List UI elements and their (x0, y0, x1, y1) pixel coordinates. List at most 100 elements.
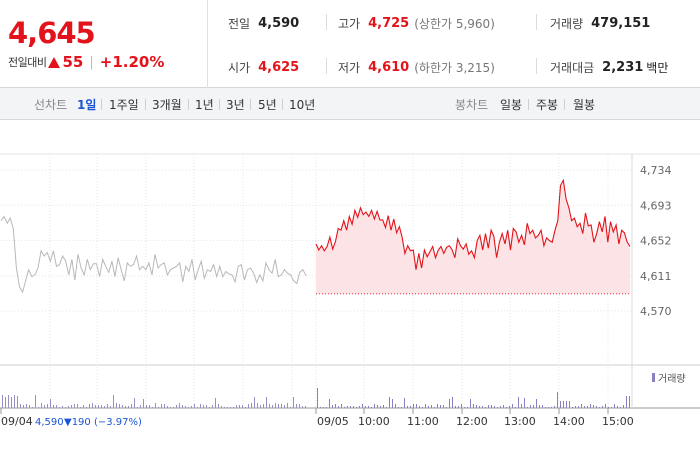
volume-bar (536, 399, 537, 408)
period-3y[interactable]: 3년 (226, 98, 245, 112)
volume-bar (44, 405, 45, 408)
volume-bar (128, 406, 129, 408)
volume-bar (281, 404, 282, 408)
lower-limit: (하한가 3,215) (414, 61, 495, 75)
volume-bar (89, 404, 90, 408)
volume-bar (440, 405, 441, 408)
volume-bar (401, 407, 402, 408)
volume-bar (587, 406, 588, 408)
volume-bar (416, 404, 417, 408)
low-value: 4,610 (368, 60, 410, 75)
price-chart[interactable]: 4,734 4,693 4,652 4,611 4,570 거래량 09/05 10:00… (0, 120, 700, 450)
low-label: 저가 (338, 61, 361, 75)
volume-bar (566, 401, 567, 408)
period-3m[interactable]: 3개월 (152, 98, 182, 112)
volume-bar (359, 406, 360, 408)
volume-bar (545, 407, 546, 408)
volume-bar (302, 406, 303, 408)
y-axis-ticks: 4,734 4,693 4,652 4,611 4,570 (640, 164, 672, 318)
volume-bar (629, 396, 630, 408)
period-10y[interactable]: 10년 (289, 98, 316, 112)
volume-bar (104, 406, 105, 408)
volume-bar (32, 407, 33, 408)
volume-bar (491, 405, 492, 408)
volume-bar (452, 397, 453, 408)
candle-chart-label: 봉차트 (455, 98, 489, 112)
volume-bar (482, 406, 483, 408)
volume-bar (131, 404, 132, 408)
volume-bar (386, 407, 387, 408)
period-1y[interactable]: 1년 (195, 98, 214, 112)
volume-bar (305, 406, 306, 408)
volume-bar (23, 405, 24, 408)
y-tick-label: 4,611 (640, 270, 672, 283)
volume-bar (521, 404, 522, 408)
volume-bar (458, 406, 459, 408)
volume-bar (134, 398, 135, 408)
volume-bar (161, 404, 162, 408)
today-price-line (315, 178, 631, 270)
volume-bar (47, 404, 48, 408)
volume-bar (245, 407, 246, 408)
volume-bar (350, 406, 351, 408)
y-tick-label: 4,693 (640, 199, 672, 212)
volume-bar (413, 404, 414, 408)
volume-bar (377, 405, 378, 408)
volume-bar (551, 407, 552, 408)
toolbar-divider (219, 99, 220, 110)
chart-toolbar: 선차트 1일 1주일 3개월 1년 3년 5년 10년 봉차트 일봉 주봉 월봉 (0, 88, 700, 120)
volume-bar (266, 397, 267, 408)
volume-bar (584, 406, 585, 408)
volume-bar (455, 406, 456, 408)
volume-bar (206, 405, 207, 408)
volume-bar (155, 403, 156, 408)
volume-bar (578, 406, 579, 408)
high-label: 고가 (338, 17, 361, 31)
volume-bar (275, 403, 276, 408)
prev-day-price-line (0, 215, 307, 294)
amount-value: 2,231 (602, 60, 644, 75)
change-rate: +1.20% (99, 53, 165, 71)
volume-bar (590, 404, 591, 408)
volume-legend-label: 거래량 (658, 373, 686, 385)
volume-bar (467, 407, 468, 408)
volume-bar (509, 406, 510, 408)
volume-bar (251, 403, 252, 408)
open-label: 시가 (228, 61, 251, 75)
volume-bar (29, 405, 30, 408)
volume-bar (299, 404, 300, 408)
volume-bar (335, 404, 336, 408)
volume-bar (173, 407, 174, 408)
volume-bar (431, 405, 432, 408)
volume-bar (449, 399, 450, 408)
separator: | (89, 54, 94, 70)
volume-bar (119, 404, 120, 408)
candle-weekly[interactable]: 주봉 (536, 98, 559, 112)
candle-daily[interactable]: 일봉 (500, 98, 523, 112)
period-5y[interactable]: 5년 (258, 98, 277, 112)
volume-bar (158, 407, 159, 408)
period-1w[interactable]: 1주일 (109, 98, 139, 112)
volume-bar (263, 404, 264, 408)
volume-bar (179, 403, 180, 408)
change-value: 55 (62, 53, 84, 71)
volume-bar (392, 399, 393, 408)
volume-bar (137, 407, 138, 408)
x-axis-labels: 09/05 10:00 11:00 12:00 13:00 14:00 15:00 09/04… (0, 408, 634, 428)
period-1d[interactable]: 1일 (77, 98, 97, 112)
volume-bar (56, 405, 57, 408)
volume-bar (209, 407, 210, 408)
toolbar-divider (188, 99, 189, 110)
volume-bar (575, 406, 576, 408)
amount-unit: 백만 (646, 61, 669, 75)
candle-monthly[interactable]: 월봉 (573, 98, 596, 112)
volume-bar (215, 398, 216, 408)
volume-bar (287, 403, 288, 408)
volume-bar (488, 405, 489, 408)
volume-bar (446, 407, 447, 408)
volume-bar (332, 405, 333, 408)
volume-bar (410, 406, 411, 408)
toolbar-divider (250, 99, 251, 110)
volume-bar (500, 406, 501, 408)
volume-bar (2, 395, 3, 408)
